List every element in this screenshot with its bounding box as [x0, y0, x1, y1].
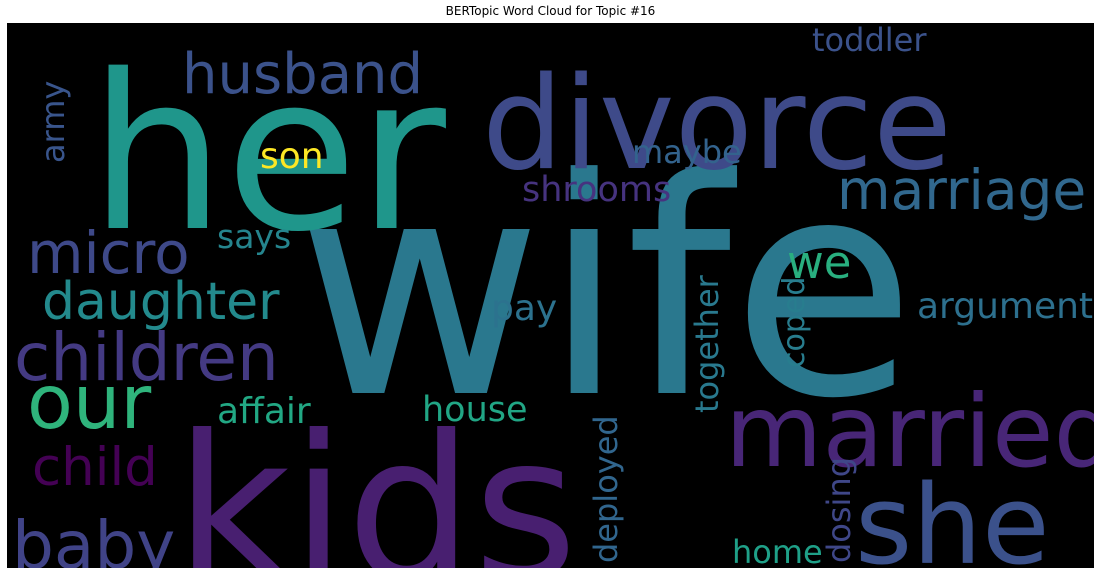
word-toddler: toddler	[812, 23, 927, 59]
word-son: son	[260, 136, 324, 177]
word-divorce: divorce	[482, 50, 952, 199]
word-our: our	[27, 358, 151, 446]
word-children: children	[14, 319, 279, 396]
word-she: she	[855, 461, 1050, 568]
word-her: her	[89, 28, 447, 279]
word-marriage: marriage	[837, 158, 1086, 222]
chart-title: BERTopic Word Cloud for Topic #16	[445, 4, 656, 18]
word-child: child	[32, 437, 158, 498]
word-dosing: dosing	[820, 457, 858, 563]
word-we: we	[787, 236, 852, 289]
word-affair: affair	[217, 391, 311, 432]
word-army: army	[34, 81, 72, 163]
word-micro: micro	[27, 219, 190, 287]
word-deployed: deployed	[587, 415, 625, 563]
word-shrooms: shrooms	[522, 170, 671, 210]
word-home: home	[732, 533, 823, 568]
word-argument: argument	[917, 286, 1093, 327]
word-cloud-canvas: wife her kids divorce she married our children m…	[7, 23, 1094, 568]
word-wife: wife	[297, 115, 916, 464]
word-married: married	[725, 373, 1094, 490]
word-baby: baby	[12, 507, 175, 568]
word-daughter: daughter	[42, 272, 280, 332]
word-house: house	[422, 390, 528, 430]
word-kids: kids	[175, 393, 578, 568]
word-pay: pay	[491, 288, 557, 329]
word-maybe: maybe	[632, 133, 742, 171]
word-together: together	[688, 274, 726, 413]
word-coped: coped	[777, 277, 812, 368]
word-husband: husband	[182, 42, 423, 107]
word-says: says	[217, 217, 291, 256]
